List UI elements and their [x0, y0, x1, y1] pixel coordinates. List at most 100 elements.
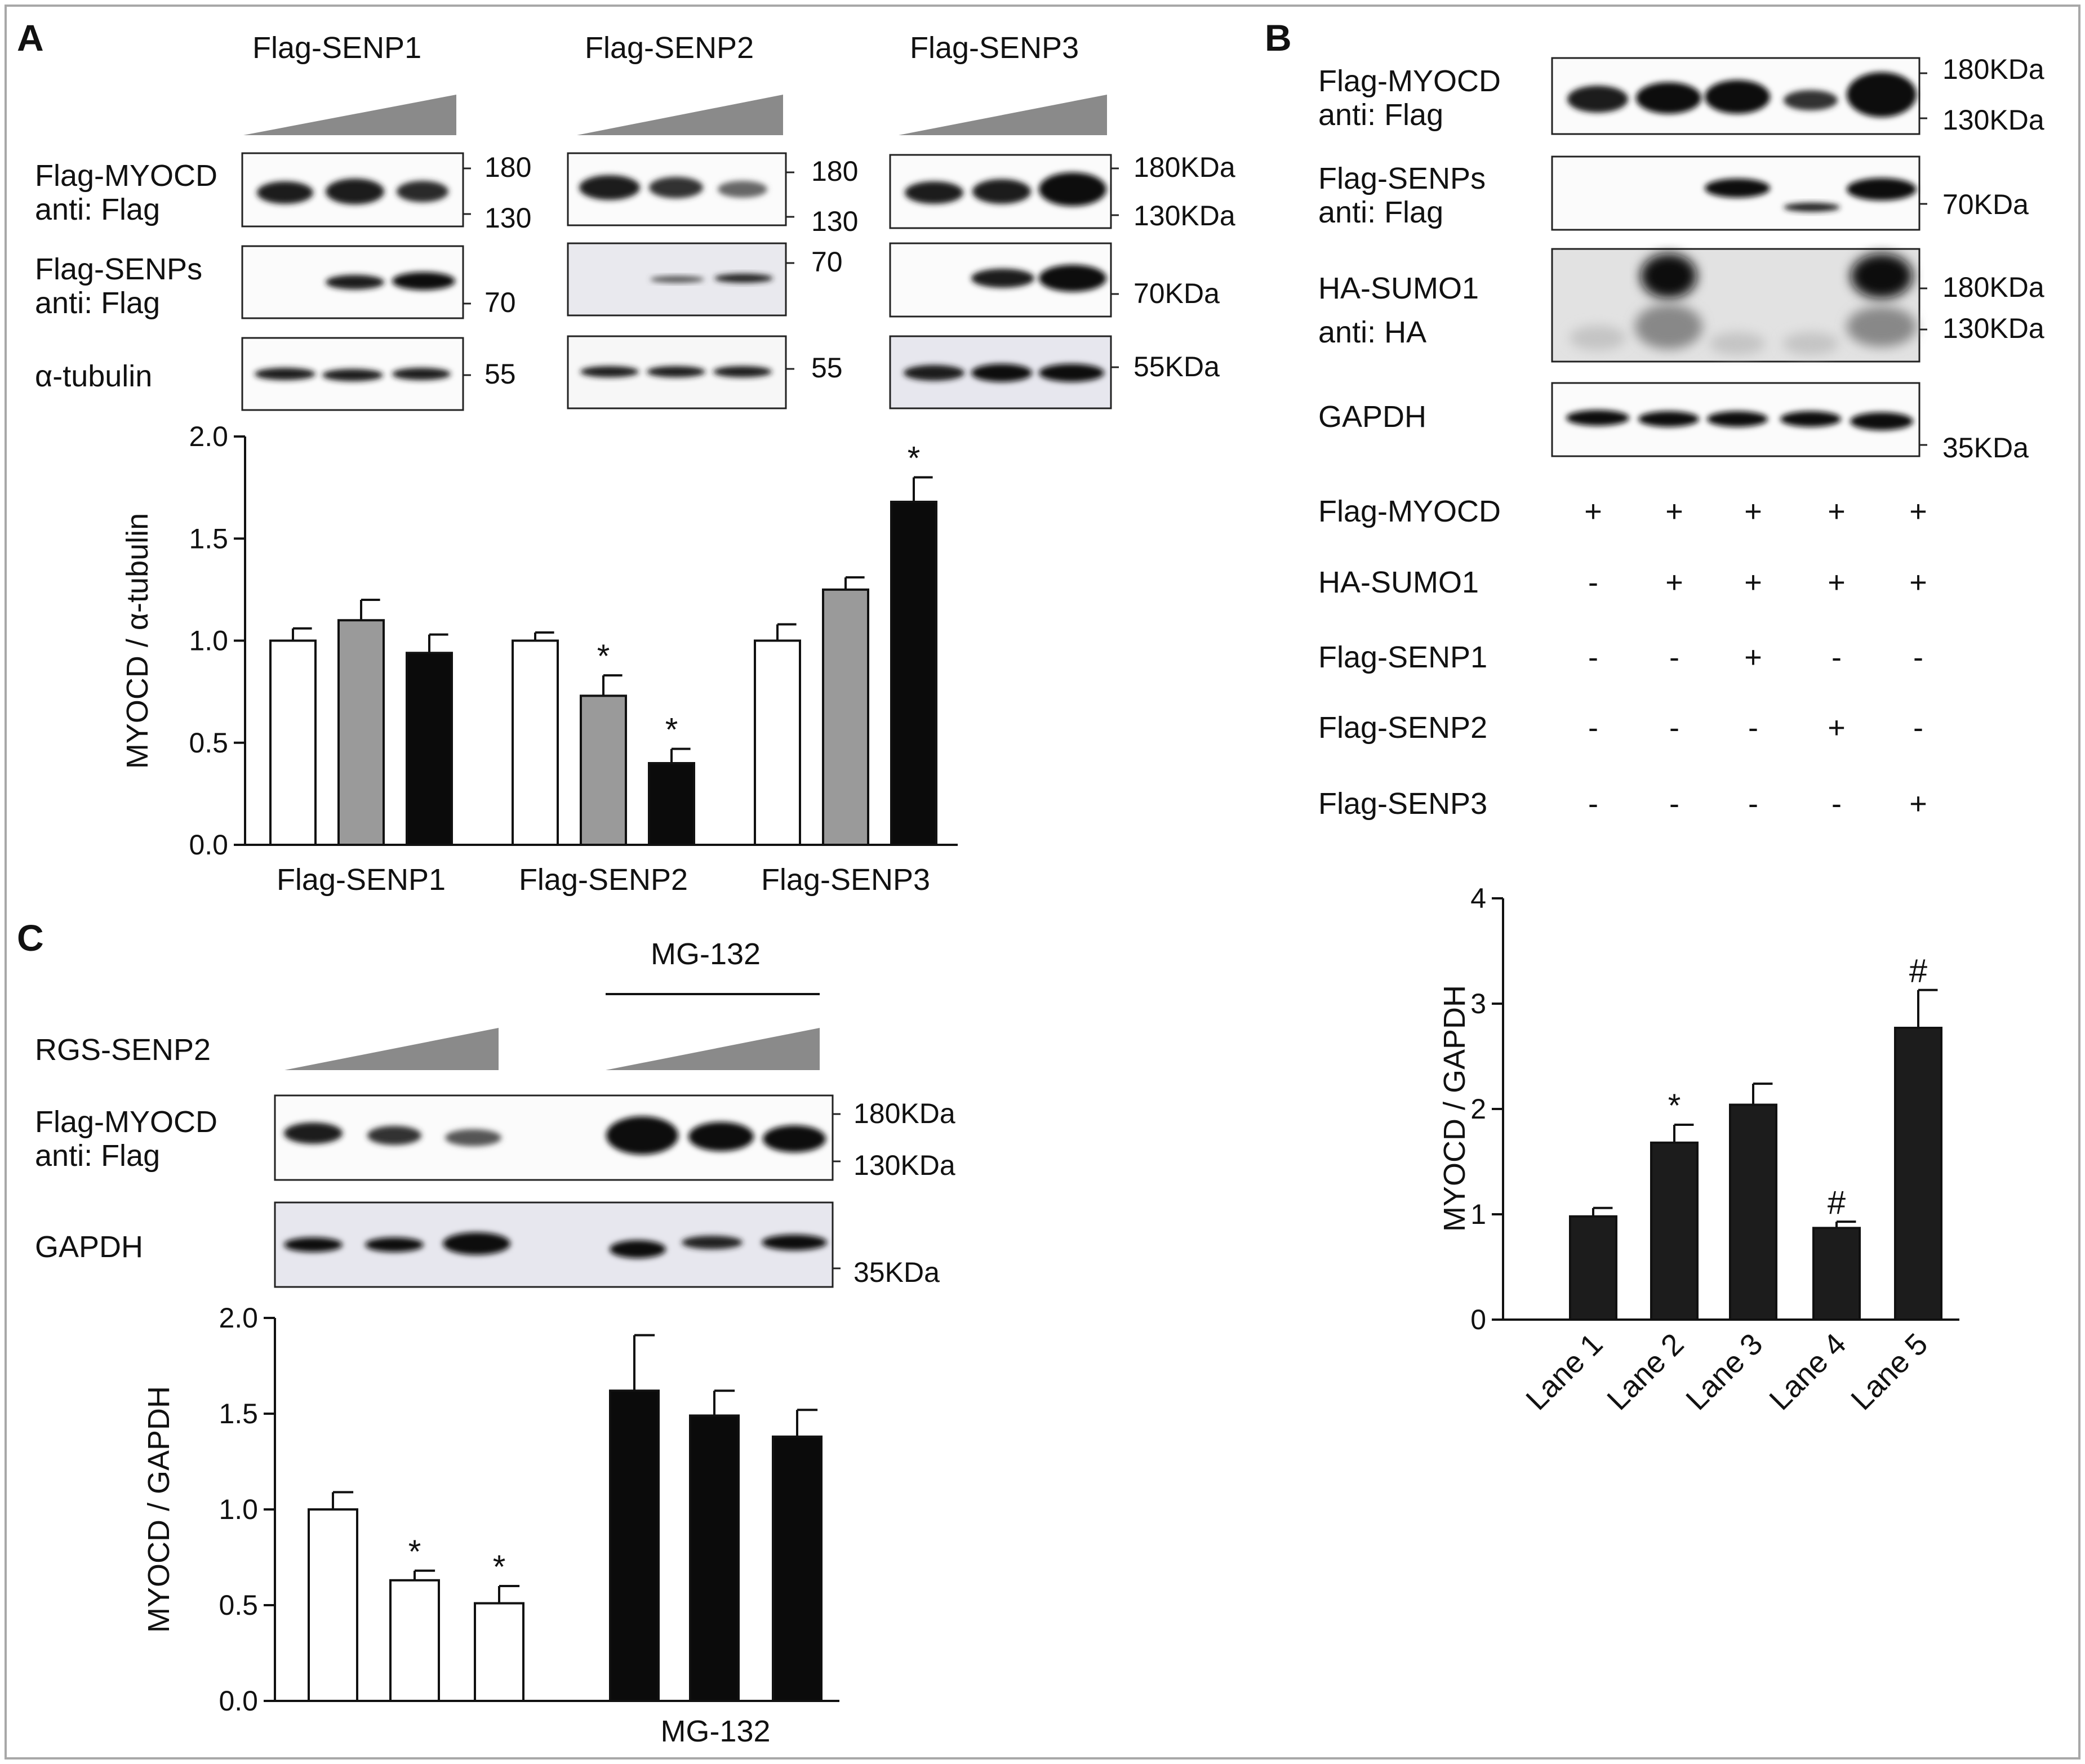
panel-a-title-senp2: Flag-SENP2: [585, 31, 754, 65]
chart-c-ytick-label: 0.0: [219, 1685, 258, 1717]
b-cond-label-2: Flag-SENP1: [1318, 640, 1487, 674]
chart-c-control-0-bar: [308, 1508, 358, 1702]
b-sign-row2-lane1: -: [1588, 640, 1598, 674]
b-sign-row3-lane4: +: [1828, 711, 1846, 745]
c-rgs-senp2-label: RGS-SENP2: [35, 1033, 211, 1067]
b-sign-row3-lane3: -: [1748, 711, 1758, 745]
blot-strip-b-gapdh: [1551, 382, 1920, 457]
c-marker-130: 130KDa: [853, 1150, 955, 1181]
b-marker-130-1: 130KDa: [1942, 104, 2044, 136]
b-cond-label-1: HA-SUMO1: [1318, 565, 1479, 599]
c-wedge-1: [284, 1028, 499, 1070]
b-sign-row2-lane4: -: [1831, 640, 1842, 674]
b-sign-row1-lane3: +: [1744, 565, 1762, 599]
b-cond-label-4: Flag-SENP3: [1318, 787, 1487, 821]
blot-label-anti-flag-1: anti: Flag: [35, 193, 160, 226]
b-label-flag-myocd: Flag-MYOCD: [1318, 64, 1501, 98]
blot-strip-a-senp1-tubulin: [241, 337, 464, 411]
chart-a-mid-0-bar: [337, 619, 385, 846]
chart-c-MG-132-0-bar: [609, 1389, 660, 1702]
chart-a-ytick-label: 2.0: [189, 421, 228, 452]
blot-strip-a-senp3-myocd: [889, 154, 1112, 229]
dose-wedge-senp1: [243, 95, 456, 135]
b-marker-35: 35KDa: [1942, 432, 2029, 464]
chart-a-ytick-label: 1.0: [189, 625, 228, 657]
blot-strip-a-senp3-senps: [889, 242, 1112, 318]
chart-b-lane-2-bar: [1650, 1141, 1699, 1321]
chart-a: 0.0 0.5 1.0 1.5 2.0 MYOCD / α-tubulin * * * Flag-…: [121, 421, 958, 897]
marker-senp3-130: 130KDa: [1133, 200, 1235, 231]
marker-senp3-70: 70KDa: [1133, 278, 1220, 309]
markers-senp2: 180 130 70 55: [786, 155, 858, 384]
b-sign-row4-lane5: +: [1909, 787, 1927, 821]
b-cond-label-3: Flag-SENP2: [1318, 711, 1487, 745]
chart-a-mid-2-bar: [822, 588, 869, 846]
chart-a-high-1-bar: [648, 762, 695, 846]
chart-b-ytick-label: 0: [1470, 1304, 1486, 1335]
chart-a-ytick-label: 0.5: [189, 727, 228, 759]
b-marker-130-2: 130KDa: [1942, 313, 2044, 344]
c-marker-35: 35KDa: [853, 1257, 940, 1288]
chart-b-lane-2-annotation: *: [1668, 1088, 1681, 1124]
chart-c-ytick-label: 0.5: [219, 1589, 258, 1621]
chart-b-ytick-label: 4: [1470, 883, 1486, 914]
b-label-gapdh: GAPDH: [1318, 400, 1426, 434]
chart-b-lane-1-bar: [1569, 1215, 1617, 1321]
chart-b-lane-5-annotation: #: [1909, 953, 1927, 990]
b-sign-row2-lane3: +: [1744, 640, 1762, 674]
chart-c-ytick-label: 2.0: [219, 1302, 258, 1334]
chart-c-control-2-annotation: *: [493, 1549, 506, 1585]
blot-strip-c-gapdh: [274, 1201, 834, 1288]
b-sign-row0-lane3: +: [1744, 495, 1762, 528]
b-sign-row0-lane5: +: [1909, 495, 1927, 528]
chart-b-ytick-label: 1: [1470, 1199, 1486, 1230]
chart-c-control-1-bar: [389, 1579, 440, 1703]
chart-b-ytick-label: 3: [1470, 988, 1486, 1019]
chart-c-xlabel: MG-132: [660, 1714, 770, 1748]
blot-strip-a-senp2-senps: [567, 242, 787, 317]
blot-label-anti-flag-2: anti: Flag: [35, 286, 160, 320]
b-sign-row4-lane4: -: [1831, 787, 1842, 821]
chart-a-category-label: Flag-SENP3: [761, 863, 930, 897]
b-sign-row1-lane1: -: [1588, 565, 1598, 599]
markers-senp1: 180 130 70 55: [463, 152, 531, 390]
blot-strip-b-myocd: [1551, 57, 1920, 135]
blot-strip-a-senp1-myocd: [241, 152, 464, 228]
c-mg132-label: MG-132: [651, 937, 761, 971]
chart-a-high-2-bar: [890, 501, 937, 846]
chart-a-low-1-bar: [512, 639, 559, 846]
chart-a-mid-1-annotation: *: [597, 638, 610, 675]
b-sign-row4-lane2: -: [1669, 787, 1679, 821]
chart-b-ylabel: MYOCD / GAPDH: [1438, 985, 1471, 1232]
marker-senp3-180: 180KDa: [1133, 152, 1235, 183]
b-label-anti-flag-2: anti: Flag: [1318, 195, 1443, 229]
chart-a-ylabel: MYOCD / α-tubulin: [121, 513, 154, 769]
chart-a-high-2-annotation: *: [908, 440, 921, 477]
chart-c: 0.0 0.5 1.0 1.5 2.0 MYOCD / GAPDH * * MG-132: [142, 1302, 839, 1748]
chart-b-lane-4-annotation: #: [1828, 1184, 1846, 1221]
b-marker-180-2: 180KDa: [1942, 271, 2044, 303]
chart-a-category-label: Flag-SENP2: [519, 863, 688, 897]
panel-a-title-senp1: Flag-SENP1: [252, 31, 421, 65]
b-sign-row1-lane4: +: [1828, 565, 1846, 599]
marker-senp3-55: 55KDa: [1133, 351, 1220, 382]
blot-label-flag-myocd: Flag-MYOCD: [35, 159, 217, 193]
b-marker-70: 70KDa: [1942, 189, 2029, 220]
b-label-ha-sumo1: HA-SUMO1: [1318, 271, 1479, 305]
c-marker-180: 180KDa: [853, 1098, 955, 1129]
b-sign-row1-lane2: +: [1665, 565, 1683, 599]
markers-senp3: 180KDa 130KDa 70KDa 55KDa: [1111, 152, 1235, 382]
b-label-anti-flag-1: anti: Flag: [1318, 98, 1443, 132]
b-label-flag-senps: Flag-SENPs: [1318, 162, 1486, 195]
chart-a-high-0-bar: [406, 652, 453, 846]
chart-b-lane-5-bar: [1894, 1027, 1942, 1321]
marker-senp1-55: 55: [484, 358, 516, 390]
chart-a-high-1-annotation: *: [665, 712, 678, 749]
blot-label-flag-senps: Flag-SENPs: [35, 252, 202, 286]
markers-b: 180KDa 130KDa 70KDa 180KDa 130KDa 35KDa: [1919, 54, 2044, 464]
panel-c-letter: C: [17, 917, 44, 959]
c-label-flag-myocd: Flag-MYOCD: [35, 1105, 217, 1139]
c-label-anti-flag: anti: Flag: [35, 1139, 160, 1173]
b-sign-row3-lane1: -: [1588, 711, 1598, 745]
